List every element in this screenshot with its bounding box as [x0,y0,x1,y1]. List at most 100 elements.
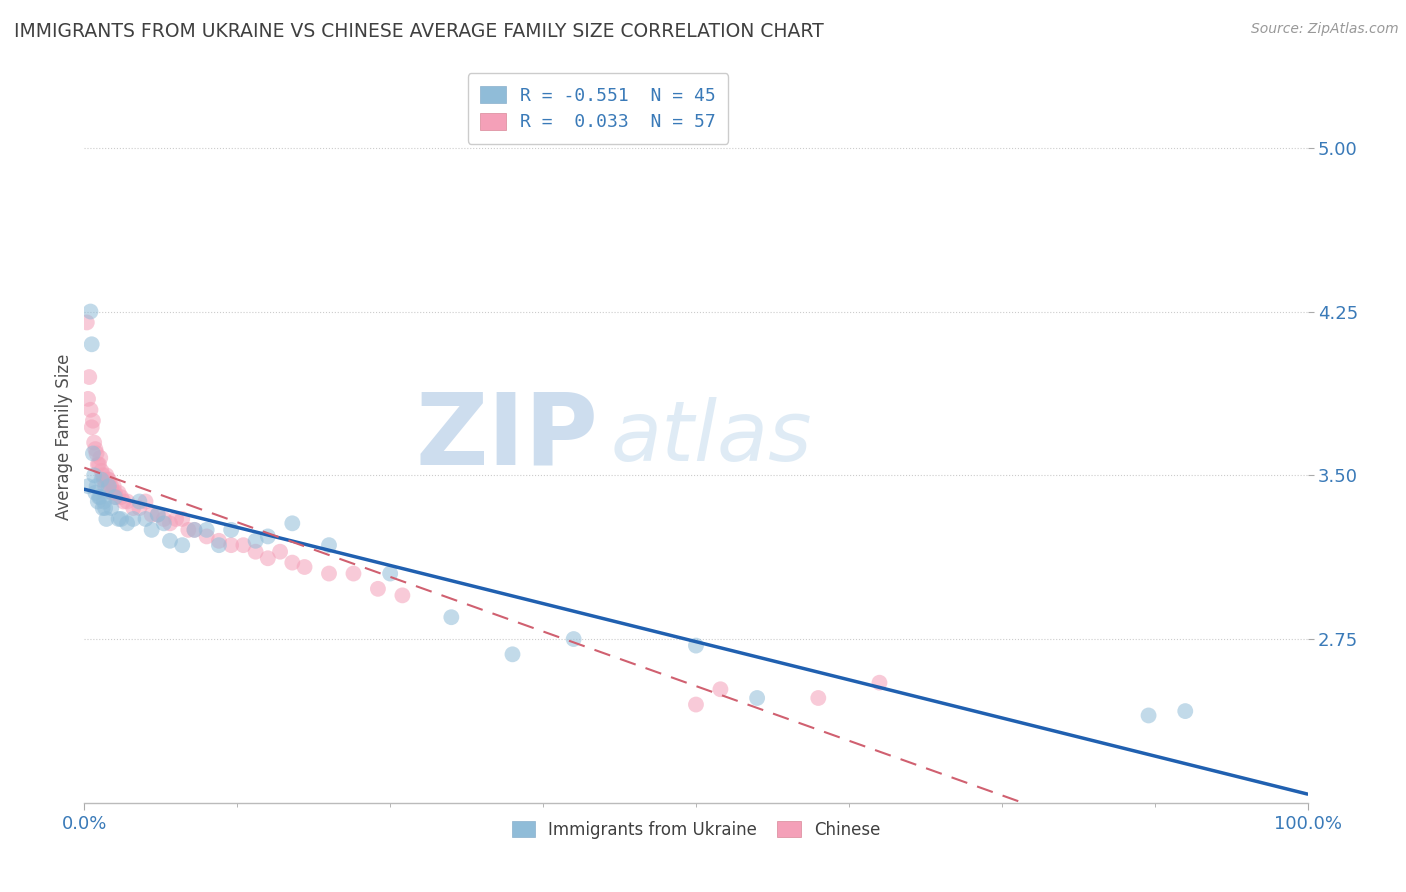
Point [318,538,340,552]
Point [177,523,200,537]
Point [195,523,218,537]
Point [135,494,157,508]
Point [281,516,304,531]
Point [77,370,100,384]
Point [87,490,110,504]
Point [110,512,132,526]
Text: atlas: atlas [610,397,813,477]
Point [562,632,585,646]
Point [281,556,304,570]
Point [1174,704,1197,718]
Point [105,490,128,504]
Point [183,523,205,537]
Point [94,479,117,493]
Point [232,538,254,552]
Point [84,442,107,456]
Point [146,508,169,522]
Point [219,523,242,537]
Point [79,402,101,417]
Point [82,446,104,460]
Point [257,529,280,543]
Point [391,588,413,602]
Point [104,485,127,500]
Point [502,648,524,662]
Point [183,523,205,537]
Point [195,529,218,543]
Point [110,490,132,504]
Point [86,479,108,493]
Point [89,490,111,504]
Point [146,508,169,522]
Point [208,538,231,552]
Point [115,494,138,508]
Point [440,610,463,624]
Point [122,512,145,526]
Point [107,485,129,500]
Point [128,494,150,508]
Point [122,501,145,516]
Point [135,512,157,526]
Point [159,533,181,548]
Point [208,533,231,548]
Point [91,468,114,483]
Point [685,698,707,712]
Point [172,538,194,552]
Point [141,523,163,537]
Point [165,512,187,526]
Point [318,566,340,581]
Point [245,533,267,548]
Legend: Immigrants from Ukraine, Chinese: Immigrants from Ukraine, Chinese [505,814,887,846]
Point [97,473,120,487]
Point [172,512,194,526]
Point [115,516,138,531]
Text: Source: ZipAtlas.com: Source: ZipAtlas.com [1251,22,1399,37]
Point [77,392,100,406]
Point [87,494,110,508]
Point [93,473,115,487]
Point [100,501,122,516]
Point [97,473,120,487]
Point [294,560,316,574]
Point [141,508,163,522]
Point [219,538,242,552]
Point [104,490,127,504]
Point [93,494,115,508]
Point [80,337,103,351]
Point [367,582,389,596]
Point [98,479,121,493]
Point [153,516,176,531]
Point [80,420,103,434]
Point [91,501,114,516]
Point [103,479,125,493]
Point [87,458,110,472]
Point [747,691,769,706]
Point [869,675,891,690]
Point [97,479,120,493]
Point [685,639,707,653]
Point [153,512,176,526]
Point [94,501,117,516]
Point [77,479,100,493]
Point [83,435,105,450]
Point [89,450,111,465]
Point [1137,708,1160,723]
Point [101,485,124,500]
Point [96,468,118,483]
Point [107,512,129,526]
Point [87,458,110,472]
Point [96,512,118,526]
Point [84,485,107,500]
Point [709,682,731,697]
Point [112,494,135,508]
Point [159,516,181,531]
Y-axis label: Average Family Size: Average Family Size [55,354,73,520]
Point [257,551,280,566]
Point [83,468,105,483]
Point [245,545,267,559]
Point [269,545,291,559]
Point [86,446,108,460]
Point [128,501,150,516]
Point [807,691,830,706]
Point [82,414,104,428]
Point [342,566,364,581]
